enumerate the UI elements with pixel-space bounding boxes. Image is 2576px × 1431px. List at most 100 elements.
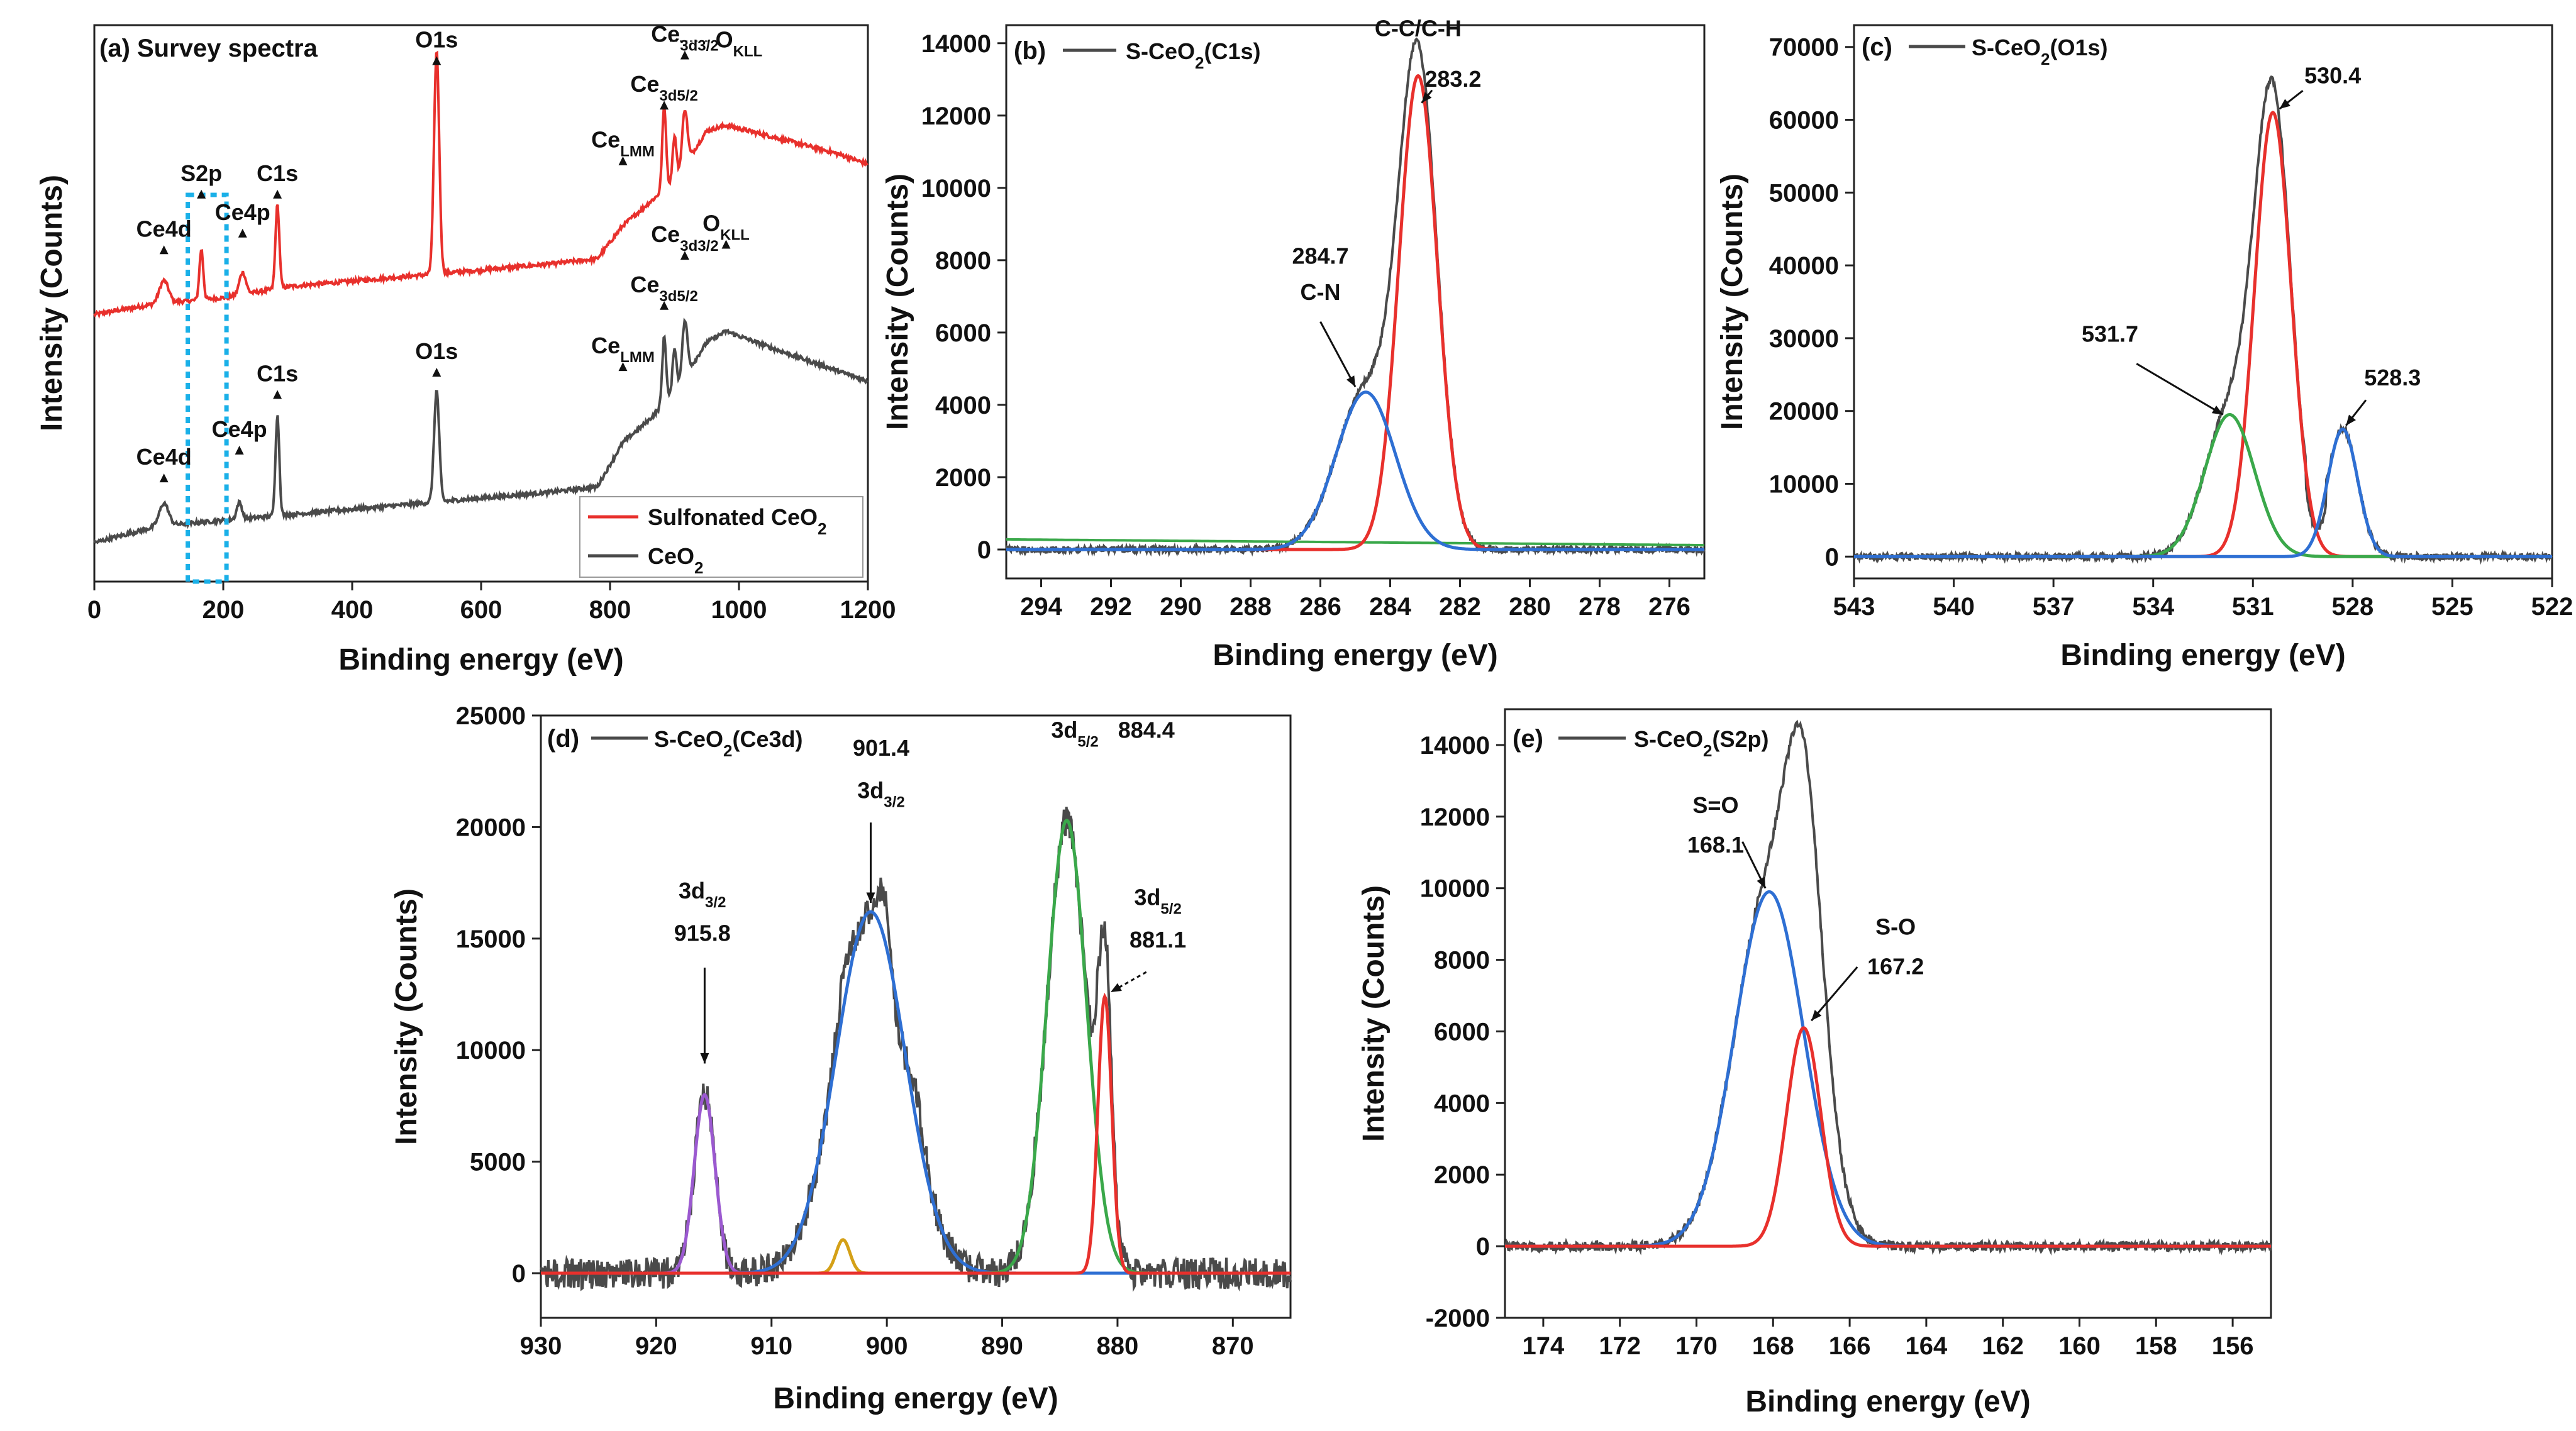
panel-d-xlabel: Binding energy (eV) bbox=[773, 1382, 1058, 1415]
y-tick-label: 12000 bbox=[1420, 804, 1490, 831]
x-tick-label: 528 bbox=[2331, 593, 2373, 621]
panel-a: 0 200 400 600 800 1000 1200 Ce4d S2p Ce4p C1s O1s Ce… bbox=[35, 21, 896, 677]
fit-component-line bbox=[1505, 1026, 2271, 1248]
panel-b-frame bbox=[1005, 24, 1706, 580]
annotation-arrowhead bbox=[700, 1053, 709, 1064]
x-tick-label: 292 bbox=[1090, 593, 1132, 621]
annotation-label: 3d3/2 bbox=[679, 878, 726, 911]
annotation-label: Ce4d bbox=[136, 216, 192, 241]
annotation-label: 915.8 bbox=[674, 920, 731, 946]
panel-d-frame bbox=[540, 714, 1292, 1319]
raw-spectrum-line bbox=[540, 807, 1292, 1292]
annotation-arrow bbox=[432, 368, 441, 377]
annotation-label: CeLMM bbox=[591, 127, 655, 160]
panel-b-curves bbox=[1005, 37, 1706, 558]
x-tick-label: 0 bbox=[87, 596, 101, 624]
x-tick-label: 920 bbox=[635, 1332, 677, 1360]
x-tick-label: 537 bbox=[2033, 593, 2075, 621]
x-tick-label: 284 bbox=[1369, 593, 1411, 621]
legend-box bbox=[579, 496, 863, 578]
annotation-arrow bbox=[273, 189, 282, 199]
annotation-arrowhead bbox=[1811, 1010, 1822, 1021]
x-tick-label: 525 bbox=[2431, 593, 2473, 621]
annotation-label: 3d3/2 bbox=[857, 777, 904, 810]
x-tick-label: 600 bbox=[460, 596, 502, 624]
y-tick-label: 60000 bbox=[1769, 107, 1839, 135]
panel-e-marks: 174 172 170 168 166 164 162 160 158 156 -2000 0 2000… bbox=[1420, 732, 2254, 1360]
panel-b-label: (b) bbox=[1014, 37, 1046, 65]
panel-e-label: (e) bbox=[1513, 725, 1543, 753]
panel-a-marks: 0 200 400 600 800 1000 1200 Ce4d S2p Ce4p C1s O1s Ce… bbox=[87, 21, 896, 624]
x-tick-label: 166 bbox=[1829, 1332, 1871, 1360]
y-tick-label: 4000 bbox=[1434, 1090, 1490, 1117]
y-tick-label: 5000 bbox=[470, 1149, 526, 1176]
panel-e-curves bbox=[1504, 719, 2272, 1256]
annotation-arrowhead bbox=[1346, 375, 1355, 387]
legend-label-sulfonated: Sulfonated CeO2 bbox=[648, 504, 827, 538]
x-tick-label: 543 bbox=[1833, 593, 1875, 621]
panel-c-ylabel: Intensity (Counts) bbox=[1716, 174, 1749, 430]
y-tick-label: 14000 bbox=[921, 30, 991, 58]
x-tick-label: 164 bbox=[1906, 1332, 1948, 1360]
annotation-label: 283.2 bbox=[1424, 66, 1481, 92]
annotation-label: 530.4 bbox=[2304, 63, 2361, 89]
fit-component-line bbox=[1854, 428, 2552, 558]
annotation-label: 884.4 bbox=[1118, 717, 1175, 743]
panel-b-xlabel: Binding energy (eV) bbox=[1213, 639, 1497, 672]
annotation-label: C-N bbox=[1301, 279, 1341, 305]
fit-component-line bbox=[1854, 111, 2552, 558]
raw-spectrum-line bbox=[1853, 75, 2553, 565]
x-tick-label: 156 bbox=[2212, 1332, 2254, 1360]
panel-d-curves bbox=[540, 807, 1292, 1292]
annotation-arrow bbox=[680, 251, 689, 260]
panel-c: 543 540 537 534 531 528 525 522 0 10000 20000 30000… bbox=[1716, 24, 2573, 672]
y-tick-label: 10000 bbox=[1420, 875, 1490, 903]
x-tick-label: 294 bbox=[1020, 593, 1062, 621]
annotation-label: S-O bbox=[1875, 914, 1916, 940]
panel-c-curves bbox=[1853, 75, 2553, 565]
panel-d-label: (d) bbox=[547, 725, 579, 753]
y-tick-label: 0 bbox=[977, 536, 991, 564]
x-tick-label: 534 bbox=[2132, 593, 2174, 621]
x-tick-label: 800 bbox=[589, 596, 631, 624]
annotation-label: CeLMM bbox=[591, 333, 655, 366]
x-tick-label: 890 bbox=[981, 1332, 1023, 1360]
x-tick-label: 278 bbox=[1579, 593, 1621, 621]
annotation-label: 3d5/2 bbox=[1134, 885, 1181, 918]
panel-c-xlabel: Binding energy (eV) bbox=[2060, 639, 2345, 672]
annotation-label: 531.7 bbox=[2082, 321, 2138, 347]
panel-d-marks: 930 920 910 900 890 880 870 0 5000 10000 15000 2000… bbox=[456, 702, 1254, 1360]
y-tick-label: 6000 bbox=[935, 319, 991, 347]
y-tick-label: 0 bbox=[1476, 1233, 1490, 1261]
panel-a-curves bbox=[93, 50, 869, 544]
y-tick-label: 6000 bbox=[1434, 1018, 1490, 1046]
x-tick-label: 1200 bbox=[840, 596, 896, 624]
annotation-label: 284.7 bbox=[1292, 243, 1348, 269]
annotation-arrow bbox=[432, 56, 441, 65]
annotation-arrow bbox=[660, 301, 669, 310]
y-tick-label: 15000 bbox=[456, 925, 526, 953]
x-tick-label: 276 bbox=[1648, 593, 1690, 621]
annotation-arrowhead bbox=[866, 892, 875, 903]
annotation-arrow bbox=[660, 101, 669, 110]
panel-c-marks: 543 540 537 534 531 528 525 522 0 10000 20000 30000… bbox=[1769, 34, 2573, 621]
x-tick-label: 400 bbox=[331, 596, 374, 624]
y-tick-label: -2000 bbox=[1426, 1305, 1490, 1332]
panel-b-marks: 294 292 290 288 286 284 282 280 278 276 0 2000 4000 6… bbox=[921, 15, 1690, 621]
x-tick-label: 288 bbox=[1230, 593, 1272, 621]
annotation-arrow bbox=[1319, 321, 1357, 387]
panel-d: 930 920 910 900 890 880 870 0 5000 10000 15000 2000… bbox=[390, 702, 1292, 1415]
highlight-box bbox=[186, 192, 229, 584]
fit-component-line bbox=[1854, 413, 2552, 558]
panel-d-legend-label: S-CeO2(Ce3d) bbox=[654, 726, 803, 760]
annotation-label: 881.1 bbox=[1130, 927, 1186, 953]
fit-component-line bbox=[541, 819, 1291, 1275]
panel-e-ylabel: Intensity (Counts) bbox=[1357, 885, 1391, 1142]
annotation-arrow bbox=[618, 156, 628, 165]
x-tick-label: 168 bbox=[1752, 1332, 1794, 1360]
annotation-label: C1s bbox=[257, 360, 298, 386]
annotation-label: S=O bbox=[1692, 792, 1738, 818]
panel-b: 294 292 290 288 286 284 282 280 278 276 0 2000 4000 6… bbox=[881, 15, 1706, 672]
annotation-arrowhead bbox=[1757, 876, 1766, 888]
